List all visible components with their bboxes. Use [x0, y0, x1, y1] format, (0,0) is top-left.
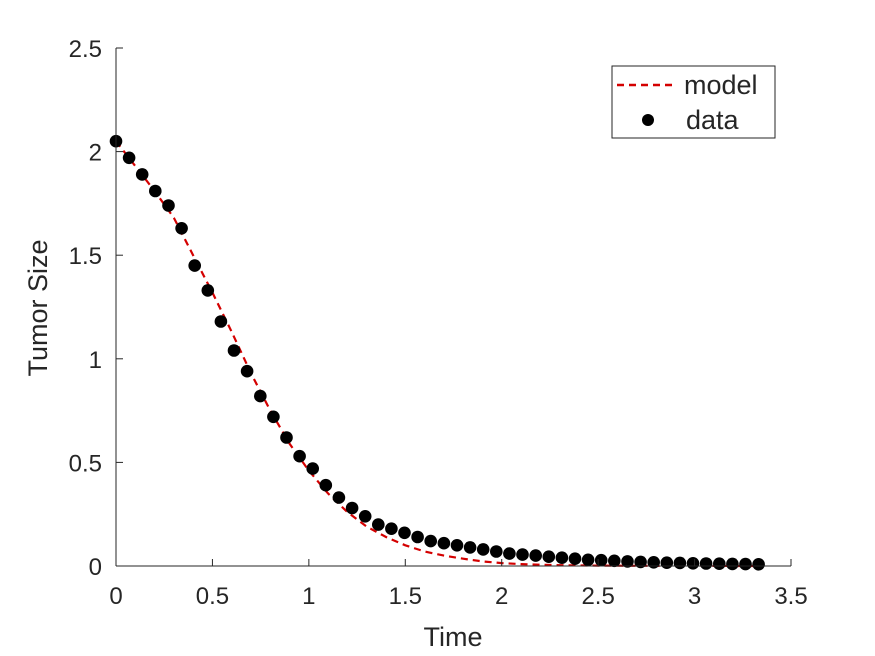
legend: model data	[611, 65, 776, 139]
data-point	[463, 541, 477, 554]
data-point	[568, 552, 582, 565]
y-tick-label: 0	[89, 554, 102, 581]
data-point	[490, 545, 503, 558]
x-tick-label: 2.5	[581, 583, 614, 610]
data-point	[647, 556, 660, 569]
data-point	[319, 478, 333, 492]
data-point	[201, 284, 215, 297]
data-point	[280, 431, 293, 444]
data-point	[385, 522, 398, 535]
y-tick-label: 1.5	[69, 243, 102, 270]
data-point	[713, 557, 726, 570]
x-tick-label: 1.5	[389, 583, 422, 610]
data-point	[673, 556, 687, 570]
data-point	[214, 315, 228, 328]
legend-data-label: data	[686, 105, 740, 135]
data-point	[634, 555, 647, 569]
x-axis-label: Time	[424, 622, 483, 652]
data-series	[109, 134, 765, 571]
data-point	[293, 449, 306, 463]
legend-data-swatch	[642, 114, 654, 126]
data-point	[162, 199, 175, 212]
data-point	[608, 554, 621, 568]
data-point	[529, 549, 542, 562]
data-point	[398, 526, 411, 540]
data-point	[135, 168, 149, 181]
x-tick-label: 3	[688, 583, 701, 610]
data-point	[122, 151, 136, 165]
data-point	[450, 539, 464, 552]
data-point	[267, 410, 280, 424]
data-point	[503, 547, 516, 560]
data-point	[253, 389, 267, 403]
x-tick-label: 3.5	[774, 583, 807, 610]
y-axis-label: Tumor Size	[23, 239, 53, 376]
data-point	[332, 491, 346, 504]
data-point	[752, 558, 765, 571]
data-point	[424, 534, 438, 548]
data-point	[686, 557, 700, 570]
x-tick-label: 1	[302, 583, 315, 610]
data-point	[739, 557, 752, 571]
data-point	[555, 551, 569, 564]
data-point	[372, 518, 385, 531]
model-line	[115, 140, 759, 568]
y-tick-label: 0.5	[69, 450, 102, 477]
data-point	[726, 557, 739, 571]
data-point	[240, 364, 254, 378]
data-point	[516, 548, 529, 561]
data-point	[411, 530, 424, 544]
y-tick-label: 2	[89, 140, 102, 167]
data-point	[660, 556, 674, 569]
data-point	[188, 259, 201, 272]
y-tick-label: 2.5	[69, 36, 102, 63]
x-tick-label: 0	[109, 583, 122, 610]
data-point	[699, 557, 713, 570]
data-point	[306, 462, 320, 475]
data-point	[621, 555, 634, 568]
data-point	[437, 536, 451, 550]
data-point	[345, 501, 359, 515]
data-point	[227, 344, 241, 357]
data-point	[175, 222, 188, 235]
y-tick-label: 1	[89, 347, 102, 374]
data-point	[581, 553, 595, 567]
model-series	[115, 140, 759, 568]
axes: 0 0.5 1 1.5 2 2.5 3 3.5 0 0.5 1 1.5 2 2.5	[69, 36, 808, 610]
legend-box	[611, 65, 776, 139]
data-point	[594, 553, 608, 567]
data-point	[149, 184, 162, 198]
x-tick-label: 0.5	[196, 583, 229, 610]
x-tick-label: 2	[495, 583, 508, 610]
legend-model-label: model	[684, 70, 758, 100]
data-point	[476, 543, 490, 556]
data-point	[542, 550, 556, 563]
data-point	[358, 510, 372, 523]
